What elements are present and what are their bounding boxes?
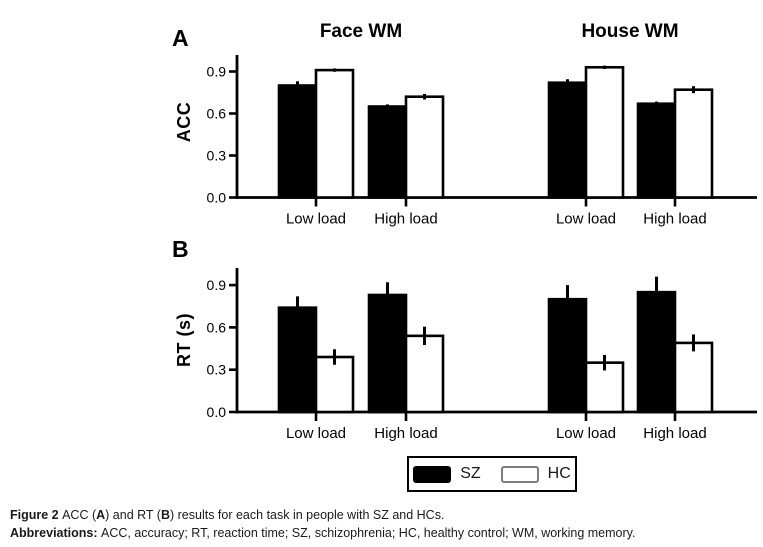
y-tick-label: 0.3	[207, 148, 227, 164]
bar-hc-3	[673, 341, 714, 414]
x-category-label: Low load	[286, 211, 346, 228]
caption-segment: ) and RT (	[105, 508, 161, 522]
panel-b-plot: 0.0 0.3 0.6 0.9 Low load High load Low load Hig…	[207, 276, 714, 442]
bar-hc-2	[584, 66, 625, 199]
bar-hc-3	[673, 88, 714, 199]
y-tick-label: 0.0	[207, 404, 227, 420]
bar-charts-svg: A Face WM House WM ACC B RT (s) 0.00.30.…	[172, 21, 757, 442]
x-category-label: Low load	[556, 425, 616, 442]
caption-segment: Abbreviations:	[10, 526, 101, 540]
house-wm-title: House WM	[581, 21, 678, 42]
bar-sz-1	[367, 105, 408, 199]
y-tick-label: 0.9	[207, 64, 227, 80]
bar-sz-0	[277, 306, 318, 414]
legend-label-hc: HC	[547, 465, 571, 482]
bar-hc-0	[314, 68, 355, 199]
caption-segment: A	[96, 508, 106, 522]
panel-b-label: B	[172, 236, 189, 262]
bar-hc-1	[404, 95, 445, 199]
bar-hc-1	[404, 334, 445, 414]
bar-hc-0	[314, 355, 355, 414]
bar-sz-2	[547, 297, 588, 414]
bar-sz-3	[636, 290, 677, 414]
legend-swatch-hc	[500, 465, 539, 483]
bar-sz-2	[547, 81, 588, 199]
caption-segment: Figure 2	[10, 508, 63, 522]
bar-sz-0	[277, 84, 318, 199]
panel-a-plot: 0.0 0.3 0.6 0.9 Low load High load Low load Hig…	[207, 64, 714, 228]
y-tick-label: 0.6	[207, 319, 227, 335]
caption-line-2: Abbreviations: ACC, accuracy; RT, reacti…	[10, 524, 755, 542]
x-category-label: Low load	[286, 425, 346, 442]
x-category-label: Low load	[556, 211, 616, 228]
caption-segment: B	[160, 508, 170, 522]
x-category-label: High load	[374, 425, 437, 442]
panel-b-y-axis-label: RT (s)	[174, 313, 194, 367]
x-category-label: High load	[643, 425, 706, 442]
legend-swatch-sz	[413, 465, 452, 483]
caption-line-1: Figure 2 ACC (A) and RT (B) results for …	[10, 506, 755, 524]
caption-segment: ACC (	[62, 508, 97, 522]
caption-segment: ) results for each task in people with S…	[170, 508, 445, 522]
y-tick-label: 0.0	[207, 190, 227, 206]
x-category-label: High load	[643, 211, 706, 228]
caption-segment: ACC, accuracy; RT, reaction time; SZ, sc…	[101, 526, 636, 540]
y-tick-label: 0.6	[207, 106, 227, 122]
face-wm-title: Face WM	[320, 21, 402, 42]
figure-caption: Figure 2 ACC (A) and RT (B) results for …	[10, 506, 755, 542]
panel-a-y-axis-label: ACC	[174, 102, 194, 143]
bar-sz-3	[636, 102, 677, 199]
legend: SZ HC	[407, 456, 577, 492]
x-category-label: High load	[374, 211, 437, 228]
legend-label-sz: SZ	[460, 465, 481, 482]
panel-a-label: A	[172, 25, 189, 51]
bar-sz-1	[367, 293, 408, 414]
y-tick-label: 0.9	[207, 277, 227, 293]
y-tick-label: 0.3	[207, 362, 227, 378]
bar-hc-2	[584, 361, 625, 414]
